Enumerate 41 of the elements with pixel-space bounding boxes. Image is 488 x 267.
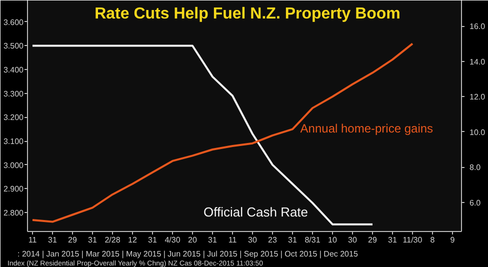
text: : 2014 | Jan 2015 | Mar 2015 | May 2015 | Jun 2015 | Jul 2015 | Sep 2015 | Oct 2015 | Dec 2015 bbox=[18, 250, 358, 258]
y2-tick-label: 8.0 bbox=[470, 163, 482, 172]
x-tick-label: 23 bbox=[268, 236, 278, 244]
y-tick-label: 3.100 bbox=[3, 137, 24, 146]
x-tick-label: 8 bbox=[430, 236, 436, 244]
x-tick-label: 31 bbox=[388, 236, 398, 244]
x-tick-label: 30 bbox=[248, 236, 258, 244]
x-tick-label: 30 bbox=[348, 236, 358, 244]
y2-tick-label: 12.0 bbox=[470, 92, 486, 102]
x-tick-label: 2/28 bbox=[104, 236, 121, 244]
x-tick-label: 31 bbox=[88, 236, 98, 244]
y-tick-label: 2.800 bbox=[3, 208, 24, 218]
x-tick-label: 31 bbox=[148, 236, 158, 244]
x-tick-label: 20 bbox=[188, 236, 198, 244]
y2-tick-label: 16.0 bbox=[470, 22, 486, 32]
y2-tick-label: 14.0 bbox=[470, 57, 486, 66]
chart-title: Rate Cuts Help Fuel N.Z. Property Boom bbox=[94, 6, 400, 22]
y-tick-label: 3.300 bbox=[3, 89, 24, 98]
x-tick-label: 8/31 bbox=[304, 236, 321, 244]
y-tick-label: 3.600 bbox=[3, 18, 24, 27]
series-label: Official Cash Rate bbox=[204, 204, 308, 220]
x-tick-label: 29 bbox=[368, 236, 378, 244]
x-tick-label: 29 bbox=[68, 236, 78, 244]
x-tick-label: 11 bbox=[28, 236, 38, 244]
x-tick-label: 12 bbox=[128, 236, 138, 244]
x-tick-label: 10 bbox=[328, 236, 338, 244]
x-tick-label: 31 bbox=[48, 236, 58, 244]
x-tick-label: 31 bbox=[208, 236, 218, 244]
x-tick-label: 11/30 bbox=[402, 236, 423, 244]
x-tick-label: 4/30 bbox=[164, 236, 181, 244]
y-tick-label: 3.200 bbox=[3, 113, 24, 122]
y-tick-label: 3.500 bbox=[3, 42, 24, 51]
series-label: Annual home-price gains bbox=[300, 122, 434, 136]
x-tick-label: 11 bbox=[228, 236, 238, 244]
x-tick-label: 9 bbox=[450, 236, 456, 244]
x-tick-label: 31 bbox=[288, 236, 298, 244]
y-tick-label: 3.400 bbox=[3, 66, 24, 75]
y2-tick-label: 6.0 bbox=[470, 198, 482, 208]
y-tick-label: 2.900 bbox=[3, 184, 24, 194]
y2-tick-label: 10.0 bbox=[470, 128, 486, 137]
y-tick-label: 3.000 bbox=[3, 160, 24, 170]
